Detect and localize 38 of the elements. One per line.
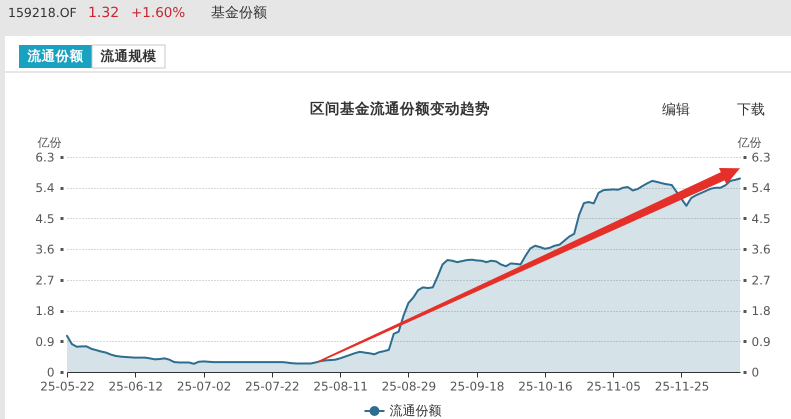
text: 下载 xyxy=(737,102,765,118)
y2-tick-label: 1.8 xyxy=(752,304,771,318)
y-tick-label: 0.9 xyxy=(35,334,54,349)
x-tick-label: 25-11-25 xyxy=(654,380,710,394)
text: 流通份额 xyxy=(26,48,84,64)
text: 编辑 xyxy=(662,102,690,118)
y-tick-label: 1.8 xyxy=(35,304,54,318)
y-axis-title: 亿份 xyxy=(36,136,62,150)
x-tick-label: 25-08-11 xyxy=(313,380,368,394)
x-tick-label: 25-05-22 xyxy=(40,380,95,394)
y2-tick-label: 4.5 xyxy=(752,212,771,226)
x-tick-label: 25-07-22 xyxy=(245,380,300,394)
y2-tick-label: 0.9 xyxy=(752,334,771,349)
y-tick-label: 2.7 xyxy=(35,273,54,288)
y-tick-label: 0 xyxy=(46,366,54,380)
text: 1.32 xyxy=(88,5,120,21)
legend-label: 流通份额 xyxy=(390,403,442,419)
y-tick-label: 3.6 xyxy=(35,242,54,257)
y2-tick-label: 5.4 xyxy=(752,181,771,196)
x-tick-label: 25-09-18 xyxy=(450,380,504,394)
y-tick-label: 6.3 xyxy=(35,150,54,164)
y2-tick-label: 6.3 xyxy=(752,150,771,164)
x-tick-label: 25-07-02 xyxy=(176,380,232,394)
y2-axis-title: 亿份 xyxy=(736,136,762,150)
text: 基金份额 xyxy=(211,5,267,21)
y-tick-label: 5.4 xyxy=(35,181,54,196)
x-tick-label: 25-10-16 xyxy=(518,380,573,394)
y2-tick-label: 2.7 xyxy=(752,273,771,288)
x-tick-label: 25-11-05 xyxy=(586,380,641,394)
y2-tick-label: 3.6 xyxy=(752,242,771,257)
x-tick-label: 25-06-12 xyxy=(108,380,164,394)
y2-tick-label: 0 xyxy=(752,366,760,380)
text: +1.60% xyxy=(131,5,186,21)
text: 159218.OF xyxy=(8,5,77,20)
chart-title: 区间基金流通份额变动趋势 xyxy=(310,100,490,118)
text: 流通规模 xyxy=(100,48,158,64)
y-tick-label: 4.5 xyxy=(35,212,54,226)
x-tick-label: 25-08-29 xyxy=(382,380,436,394)
